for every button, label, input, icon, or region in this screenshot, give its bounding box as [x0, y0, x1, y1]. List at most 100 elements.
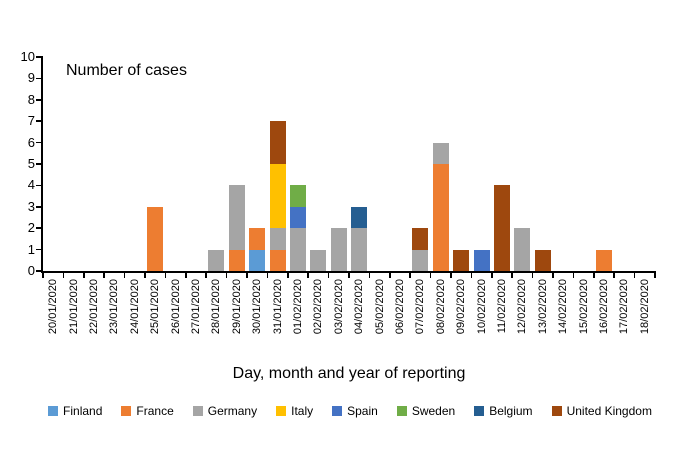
y-tick — [36, 56, 41, 58]
legend: Finland France Germany Italy Spain Sweden Belg… — [0, 402, 700, 420]
y-axis-title: Number of cases — [66, 62, 187, 79]
legend-swatch-germany — [192, 406, 203, 416]
bar-segment-italy — [269, 164, 286, 229]
y-tick — [36, 248, 41, 251]
x-tick-label: 05/02/2020 — [373, 279, 386, 335]
legend-swatch-sweden — [396, 406, 407, 416]
bar-segment-finland — [249, 249, 266, 271]
legend-item-sweden: Sweden — [396, 404, 456, 418]
legend-label-italy: Italy — [291, 404, 314, 418]
legend-label-spain: Spain — [347, 404, 378, 418]
x-tick — [368, 273, 371, 278]
x-tick — [205, 273, 207, 278]
bar-segment-france — [269, 249, 286, 271]
x-tick — [613, 273, 615, 278]
y-tick — [36, 206, 41, 208]
x-tick — [225, 273, 228, 278]
x-tick — [42, 273, 44, 278]
bar-segment-germany — [412, 249, 429, 271]
x-tick-label: 16/02/2020 — [598, 279, 610, 335]
y-tick — [36, 141, 41, 144]
bar-segment-germany — [228, 185, 245, 250]
x-tick — [62, 273, 65, 278]
x-tick — [327, 273, 330, 278]
x-tick — [144, 273, 146, 278]
legend-label-belgium: Belgium — [489, 404, 533, 418]
x-tick-label: 20/01/2020 — [47, 279, 60, 335]
x-tick-label: 29/01/2020 — [230, 279, 243, 335]
x-tick-label: 26/01/2020 — [169, 279, 182, 335]
x-tick-label: 09/02/2020 — [455, 279, 468, 335]
x-tick-label: 04/02/2020 — [353, 279, 366, 335]
x-tick — [246, 273, 248, 278]
bar-segment-france — [596, 249, 612, 271]
x-axis-title: Day, month and year of reporting — [232, 365, 466, 382]
legend-item-finland: Finland — [48, 404, 102, 418]
bar-segment-germany — [514, 228, 531, 271]
x-tick-label: 02/02/2020 — [312, 279, 325, 335]
x-tick — [185, 273, 187, 278]
y-tick — [36, 184, 41, 187]
x-tick-label: 22/01/2020 — [88, 279, 100, 335]
bar-segment-germany — [330, 228, 347, 271]
x-tick-label: 08/02/2020 — [434, 279, 447, 335]
x-tick-label: 10/02/2020 — [475, 279, 488, 335]
y-tick-label: 2 — [27, 220, 35, 236]
legend-swatch-spain — [332, 406, 343, 416]
x-tick — [83, 273, 85, 278]
bar-segment-sweden — [290, 185, 306, 207]
legend-label-sweden: Sweden — [411, 404, 456, 418]
bar-segment-france — [432, 164, 449, 271]
x-tick — [389, 273, 391, 278]
legend-swatch-united-kingdom — [551, 406, 562, 416]
y-tick — [36, 270, 41, 272]
y-tick — [36, 77, 41, 80]
legend-label-united-kingdom: United Kingdom — [566, 404, 652, 418]
y-tick-label: 9 — [27, 70, 35, 86]
x-tick — [552, 273, 554, 278]
x-tick — [450, 273, 452, 278]
y-tick-label: 0 — [27, 263, 35, 278]
x-tick-label: 25/01/2020 — [149, 279, 162, 335]
x-tick-label: 14/02/2020 — [557, 279, 570, 335]
x-tick-label: 01/02/2020 — [292, 279, 304, 335]
x-tick-label: 13/02/2020 — [536, 279, 549, 335]
legend-item-france: France — [121, 404, 174, 418]
x-tick-label: 06/02/2020 — [394, 279, 406, 335]
bar-segment-germany — [290, 228, 306, 271]
x-tick — [633, 273, 636, 278]
bar-segment-france — [147, 206, 164, 271]
bar-segment-germany — [310, 249, 327, 271]
y-tick-label: 4 — [27, 177, 35, 193]
bar-segment-germany — [208, 249, 225, 271]
legend-swatch-belgium — [474, 406, 485, 416]
x-tick-label: 18/02/2020 — [638, 279, 651, 335]
y-tick-label: 3 — [27, 198, 35, 214]
x-tick — [572, 273, 575, 278]
x-tick — [164, 273, 167, 278]
x-tick-label: 21/01/2020 — [67, 279, 80, 335]
bar-segment-germany — [351, 228, 368, 271]
x-tick-label: 12/02/2020 — [516, 279, 529, 335]
x-tick — [429, 273, 432, 278]
bar-segment-france — [249, 228, 266, 250]
x-tick — [531, 273, 534, 278]
x-tick-label: 31/01/2020 — [271, 279, 284, 335]
x-tick-label: 15/02/2020 — [577, 279, 590, 335]
y-tick — [36, 163, 41, 165]
bar-segment-spain — [290, 206, 306, 229]
x-tick — [123, 273, 126, 278]
y-tick-label: 10 — [20, 49, 35, 64]
x-tick — [103, 273, 105, 278]
y-tick-label: 5 — [27, 156, 35, 171]
y-tick-label: 1 — [27, 241, 35, 257]
bar-segment-germany — [269, 228, 286, 250]
legend-item-spain: Spain — [332, 404, 378, 418]
legend-item-italy: Italy — [276, 404, 313, 418]
x-tick — [266, 273, 269, 278]
legend-swatch-france — [121, 406, 132, 416]
legend-label-germany: Germany — [207, 404, 258, 418]
y-tick-label: 7 — [27, 113, 35, 129]
x-tick — [470, 273, 473, 278]
